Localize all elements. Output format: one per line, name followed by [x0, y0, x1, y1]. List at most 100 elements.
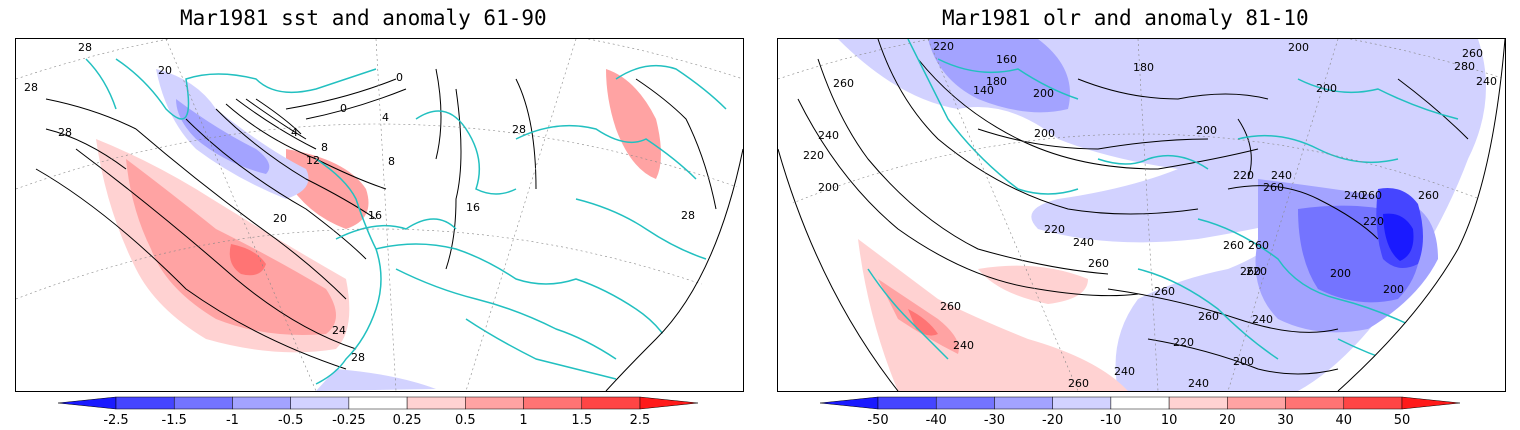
contour-label: 12: [306, 154, 320, 167]
colorbar-tick-label: -0.5: [278, 413, 303, 428]
colorbar-segment: [523, 396, 583, 410]
contour-label: 220: [933, 40, 954, 53]
contour-label: 20: [273, 212, 287, 225]
colorbar-segment: [1401, 396, 1461, 410]
contour-label: 4: [291, 126, 298, 139]
contour-label: 200: [1288, 41, 1309, 54]
contour-label: 240: [1073, 236, 1094, 249]
contour-label: 260: [1068, 377, 1089, 390]
contour-label: 160: [996, 53, 1017, 66]
positive-anomaly-east: [606, 69, 661, 179]
contour-label: 260: [940, 300, 961, 313]
colorbar-tick-label: -0.25: [332, 413, 366, 428]
colorbar-segment: [1168, 396, 1228, 410]
colorbar-tick-label: 2.5: [630, 413, 651, 428]
contour-label: 8: [321, 141, 328, 154]
contour-label: 140: [973, 84, 994, 97]
contour-label: 200: [1034, 127, 1055, 140]
colorbar-segment: [1285, 396, 1345, 410]
contour-label: 260: [1198, 310, 1219, 323]
contour-label: 260: [1248, 239, 1269, 252]
olr-colorbar: -50 -40 -30 -20 -10 10 20 30 40 50: [819, 396, 1465, 428]
sst-contours: [35, 68, 717, 370]
colorbar-segment: [406, 396, 466, 410]
contour-label: 260: [1154, 285, 1175, 298]
colorbar-tick-label: -2.5: [103, 413, 128, 428]
contour-label: 260: [1263, 181, 1284, 194]
contour-label: 200: [1233, 355, 1254, 368]
colorbar-tick-label: 0.25: [393, 413, 422, 428]
colorbar-segment: [935, 396, 995, 410]
negative-anomaly-south: [316, 369, 436, 391]
colorbar-segment: [994, 396, 1053, 410]
coastlines: [85, 58, 727, 385]
contour-label: 260: [1223, 239, 1244, 252]
contour-label: 240: [1114, 365, 1135, 378]
colorbar-tick-label: 30: [1277, 413, 1294, 428]
contour-label: 240: [1344, 189, 1365, 202]
contour-label: 0: [396, 71, 403, 84]
contour-label: 220: [803, 149, 824, 162]
contour-label: 240: [1271, 169, 1292, 182]
contour-label: 28: [512, 123, 526, 136]
colorbar-segment: [819, 396, 879, 410]
colorbar-tick-label: -40: [926, 413, 947, 428]
colorbar-segment: [465, 396, 524, 410]
colorbar-tick-label: -10: [1100, 413, 1121, 428]
olr-anomaly-map: 220 260 240 220 200 160 180 140 200 180 …: [777, 38, 1506, 392]
panel-title-olr: Mar1981 olr and anomaly 81-10: [942, 6, 1309, 30]
colorbar-tick-label: 20: [1219, 413, 1236, 428]
contour-label: 260: [1462, 47, 1483, 60]
contour-label: 280: [1454, 60, 1475, 73]
colorbar-segment: [877, 396, 937, 410]
colorbar-tick-label: -1: [226, 413, 239, 428]
contour-label: 28: [681, 209, 695, 222]
contour-label: 0: [340, 102, 347, 115]
colorbar-segment: [232, 396, 291, 410]
contour-label: 240: [1188, 377, 1209, 390]
contour-label: 200: [818, 181, 839, 194]
contour-label: 240: [953, 339, 974, 352]
contour-label: 200: [1383, 283, 1404, 296]
contour-label: 240: [818, 129, 839, 142]
positive-anomaly-region: [858, 239, 1128, 391]
colorbar-tick-label: 40: [1336, 413, 1353, 428]
contour-label: 28: [351, 351, 365, 364]
sst-colorbar: -2.5 -1.5 -1 -0.5 -0.25 0.25 0.5 1 1.5 2.5: [57, 396, 703, 428]
contour-label: 200: [1316, 82, 1337, 95]
colorbar-tick-label: 50: [1394, 413, 1411, 428]
colorbar-tick-label: -1.5: [162, 413, 187, 428]
contour-label: 28: [58, 126, 72, 139]
contour-label: 240: [1252, 313, 1273, 326]
contour-label: 260: [833, 77, 854, 90]
contour-label: 8: [388, 155, 395, 168]
contour-label: 4: [382, 111, 389, 124]
positive-anomaly-peak: [229, 244, 266, 276]
contour-label: 260: [1088, 257, 1109, 270]
contour-label: 220: [1233, 169, 1254, 182]
contour-label: 260: [1361, 189, 1382, 202]
contour-label: 200: [1196, 124, 1217, 137]
colorbar-tick-label: 0.5: [455, 413, 476, 428]
colorbar-segment: [290, 396, 350, 410]
contour-label: 220: [1246, 265, 1267, 278]
sst-anomaly-map: 28 28 28 28 20 0 0 4 4 8 8 12 16 16 20 2…: [15, 38, 744, 392]
contour-label: 260: [1418, 189, 1439, 202]
negative-anomaly-center: [1383, 213, 1414, 261]
colorbar-tick-label: 1.5: [571, 413, 592, 428]
colorbar-segment: [1110, 396, 1170, 410]
panel-title-sst: Mar1981 sst and anomaly 61-90: [180, 6, 547, 30]
contour-label: 16: [368, 209, 382, 222]
positive-anomaly-coast: [286, 149, 369, 229]
olr-contours: [797, 39, 1469, 375]
contour-label: 16: [466, 201, 480, 214]
contour-label: 200: [1330, 267, 1351, 280]
contour-label: 260: [1240, 265, 1261, 278]
contour-label: 200: [1033, 87, 1054, 100]
colorbar-segment: [348, 396, 408, 410]
contour-label: 180: [1133, 61, 1154, 74]
colorbar-tick-label: -30: [984, 413, 1005, 428]
contour-label: 220: [1044, 223, 1065, 236]
positive-anomaly-peak: [908, 309, 938, 336]
colorbar-segment: [639, 396, 699, 410]
